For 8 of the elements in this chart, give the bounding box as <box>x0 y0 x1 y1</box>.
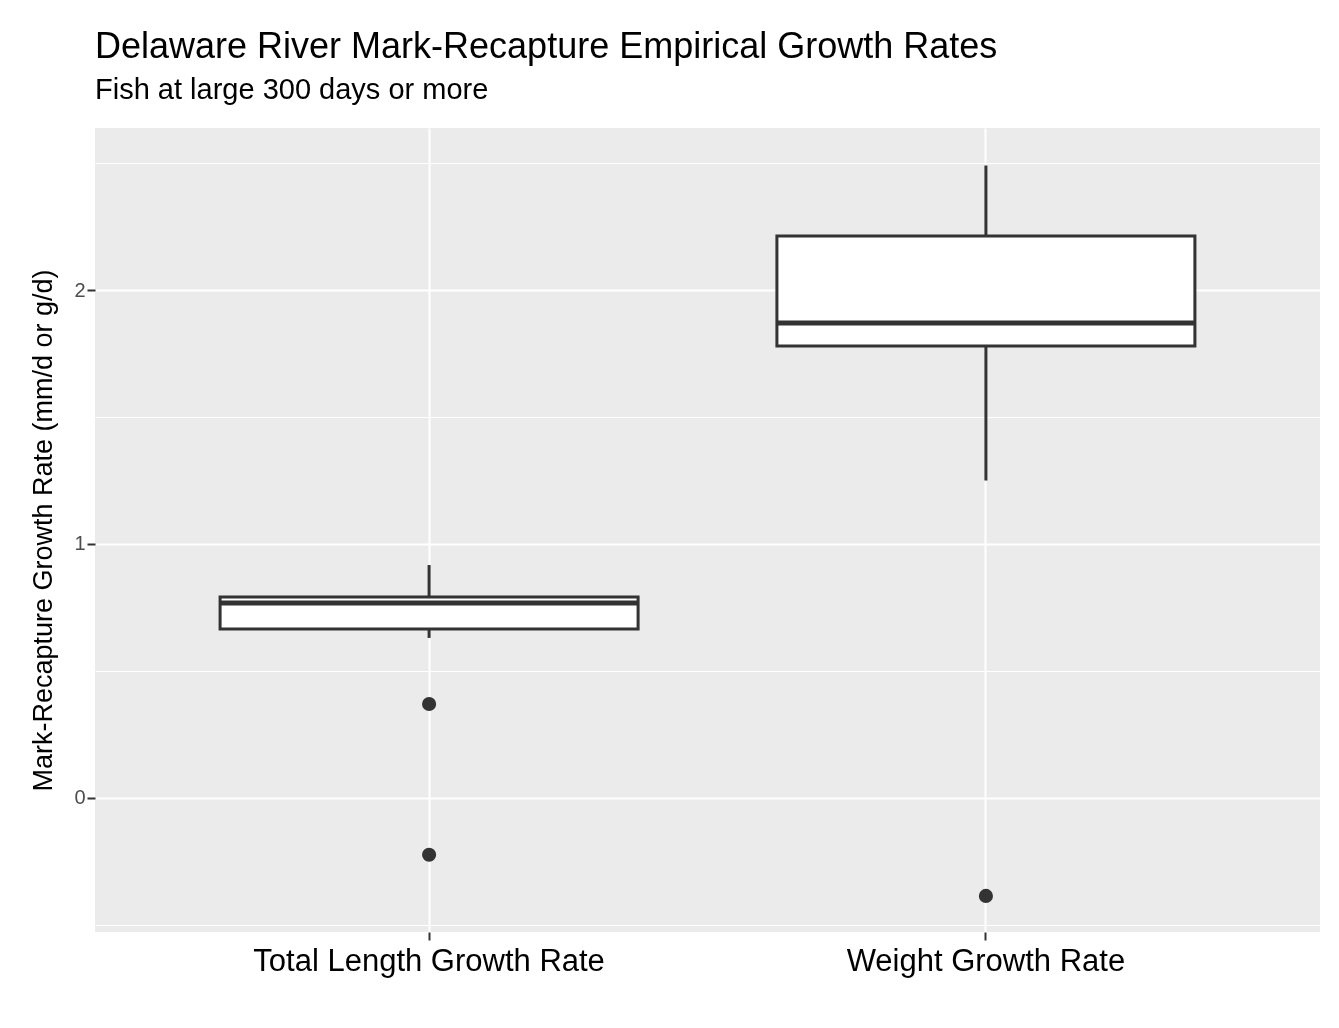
y-tick-label: 0 <box>74 786 86 809</box>
y-tick-label: 1 <box>74 532 86 555</box>
x-tick-label: Weight Growth Rate <box>846 942 1126 978</box>
chart-title: Delaware River Mark-Recapture Empirical Growth Rates <box>95 25 998 66</box>
x-tick-label: Total Length Growth Rate <box>253 942 605 978</box>
chart-subtitle: Fish at large 300 days or more <box>95 73 489 105</box>
y-tick-label: 2 <box>74 278 86 301</box>
y-axis-title: Mark-Recapture Growth Rate (mm/d or g/d) <box>28 269 59 792</box>
